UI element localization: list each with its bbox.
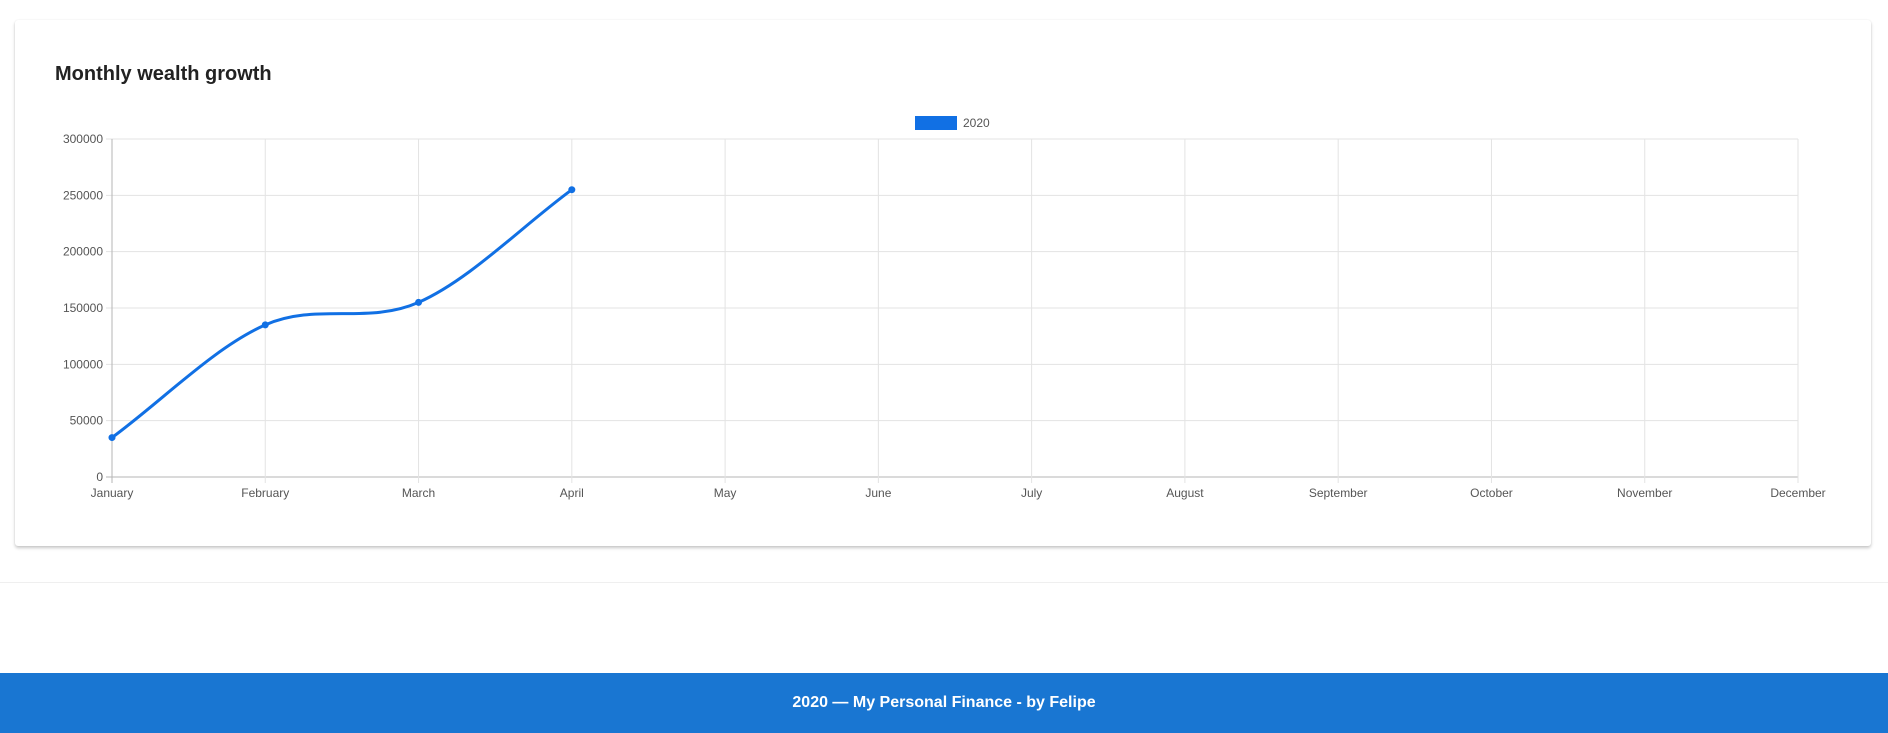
y-tick-label: 150000 — [63, 301, 103, 315]
data-point — [568, 186, 576, 194]
section-divider — [0, 582, 1888, 583]
data-point — [108, 434, 116, 442]
x-tick-label: April — [560, 486, 584, 500]
x-tick-label: May — [714, 486, 737, 500]
x-tick-label: September — [1309, 486, 1368, 500]
series-line-2020 — [111, 188, 573, 439]
x-tick-label: March — [402, 486, 435, 500]
legend-swatch-2020 — [915, 116, 957, 130]
y-tick-label: 50000 — [70, 414, 104, 428]
y-tick-label: 100000 — [63, 357, 103, 371]
x-tick-label: June — [865, 486, 891, 500]
x-tick-label: January — [91, 486, 134, 500]
data-point — [261, 321, 269, 329]
data-point — [415, 298, 423, 306]
y-tick-label: 200000 — [63, 245, 103, 259]
x-tick-label: February — [241, 486, 289, 500]
wealth-line-chart: 0 50000 100000 150000 200000 250000 300000 Janu… — [63, 116, 1826, 500]
y-tick-label: 250000 — [63, 188, 103, 202]
y-tick-label: 300000 — [63, 132, 103, 146]
card-title: Monthly wealth growth — [55, 63, 272, 85]
legend-label-2020: 2020 — [963, 116, 990, 130]
x-tick-label: October — [1470, 486, 1513, 500]
x-tick-label: August — [1166, 486, 1204, 500]
footer-text: 2020 — My Personal Finance - by Felipe — [792, 694, 1096, 711]
y-tick-label: 0 — [96, 470, 103, 484]
chart-card: Monthly wealth growth 0 50000 100000 150000… — [15, 20, 1871, 546]
x-tick-label: July — [1021, 486, 1042, 500]
footer: 2020 — My Personal Finance - by Felipe — [0, 673, 1888, 733]
x-tick-label: December — [1770, 486, 1825, 500]
x-tick-label: November — [1617, 486, 1672, 500]
